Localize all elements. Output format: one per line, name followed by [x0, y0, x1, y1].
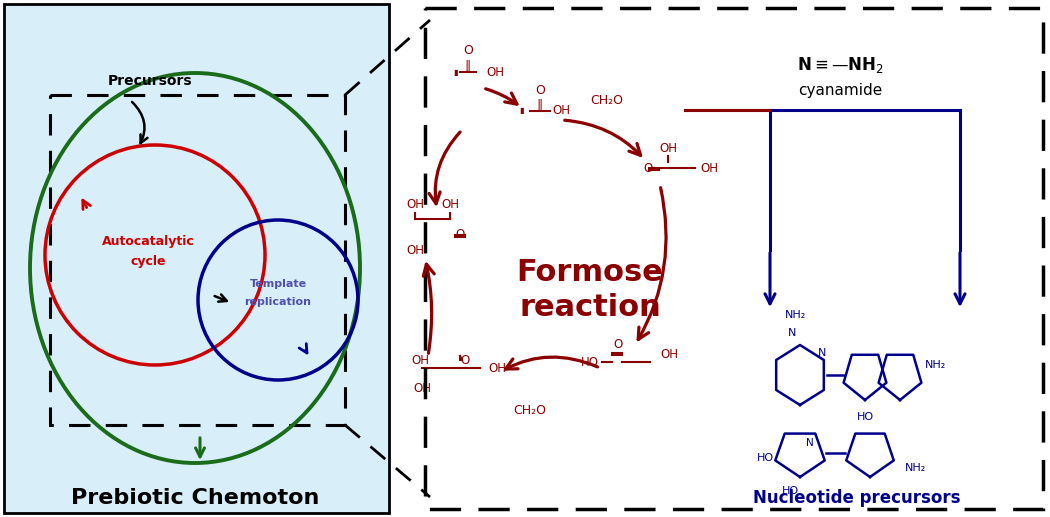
Text: cycle: cycle — [130, 255, 166, 268]
Text: CH₂O: CH₂O — [590, 94, 623, 107]
Text: O: O — [463, 43, 472, 56]
Text: Prebiotic Chemoton: Prebiotic Chemoton — [70, 488, 319, 508]
Text: N$\equiv$—NH$_2$: N$\equiv$—NH$_2$ — [797, 55, 883, 75]
Text: NH₂: NH₂ — [925, 360, 946, 370]
Text: OH: OH — [659, 142, 677, 155]
Text: OH: OH — [406, 244, 424, 256]
Text: Formose
reaction: Formose reaction — [517, 257, 664, 323]
Text: ▮: ▮ — [454, 68, 458, 77]
Text: replication: replication — [245, 297, 312, 307]
Text: OH: OH — [700, 161, 718, 175]
Text: HO: HO — [781, 486, 799, 496]
Text: OH: OH — [488, 361, 506, 374]
Text: N: N — [818, 348, 826, 358]
Text: cyanamide: cyanamide — [798, 83, 882, 98]
Bar — [50, 95, 345, 425]
Text: OH: OH — [441, 199, 459, 211]
Text: ‖: ‖ — [537, 99, 543, 112]
Text: OH: OH — [486, 66, 504, 79]
Text: N: N — [806, 438, 814, 448]
Bar — [425, 8, 1043, 509]
Text: Nucleotide precursors: Nucleotide precursors — [753, 489, 961, 507]
Text: HO: HO — [581, 356, 598, 369]
Text: ‖: ‖ — [465, 59, 471, 72]
Text: CH₂O: CH₂O — [513, 403, 546, 417]
Text: HO: HO — [857, 412, 874, 422]
Text: ▮: ▮ — [520, 107, 524, 115]
Text: O: O — [460, 354, 469, 367]
Text: N: N — [788, 328, 796, 338]
Text: OH: OH — [660, 348, 678, 361]
Text: NH₂: NH₂ — [784, 310, 805, 320]
Text: O: O — [644, 161, 653, 175]
Text: Autocatalytic: Autocatalytic — [102, 236, 194, 249]
Text: Precursors: Precursors — [108, 74, 192, 88]
Text: HO: HO — [756, 453, 774, 463]
Text: Template: Template — [250, 279, 307, 289]
Text: O: O — [536, 84, 545, 97]
Text: O: O — [456, 229, 464, 241]
Bar — [4, 4, 388, 513]
Text: NH₂: NH₂ — [905, 463, 926, 473]
Text: OH: OH — [406, 199, 424, 211]
Text: OH: OH — [411, 354, 429, 367]
Text: O: O — [613, 339, 623, 352]
Text: OH: OH — [413, 382, 430, 394]
Text: OH: OH — [552, 104, 570, 117]
